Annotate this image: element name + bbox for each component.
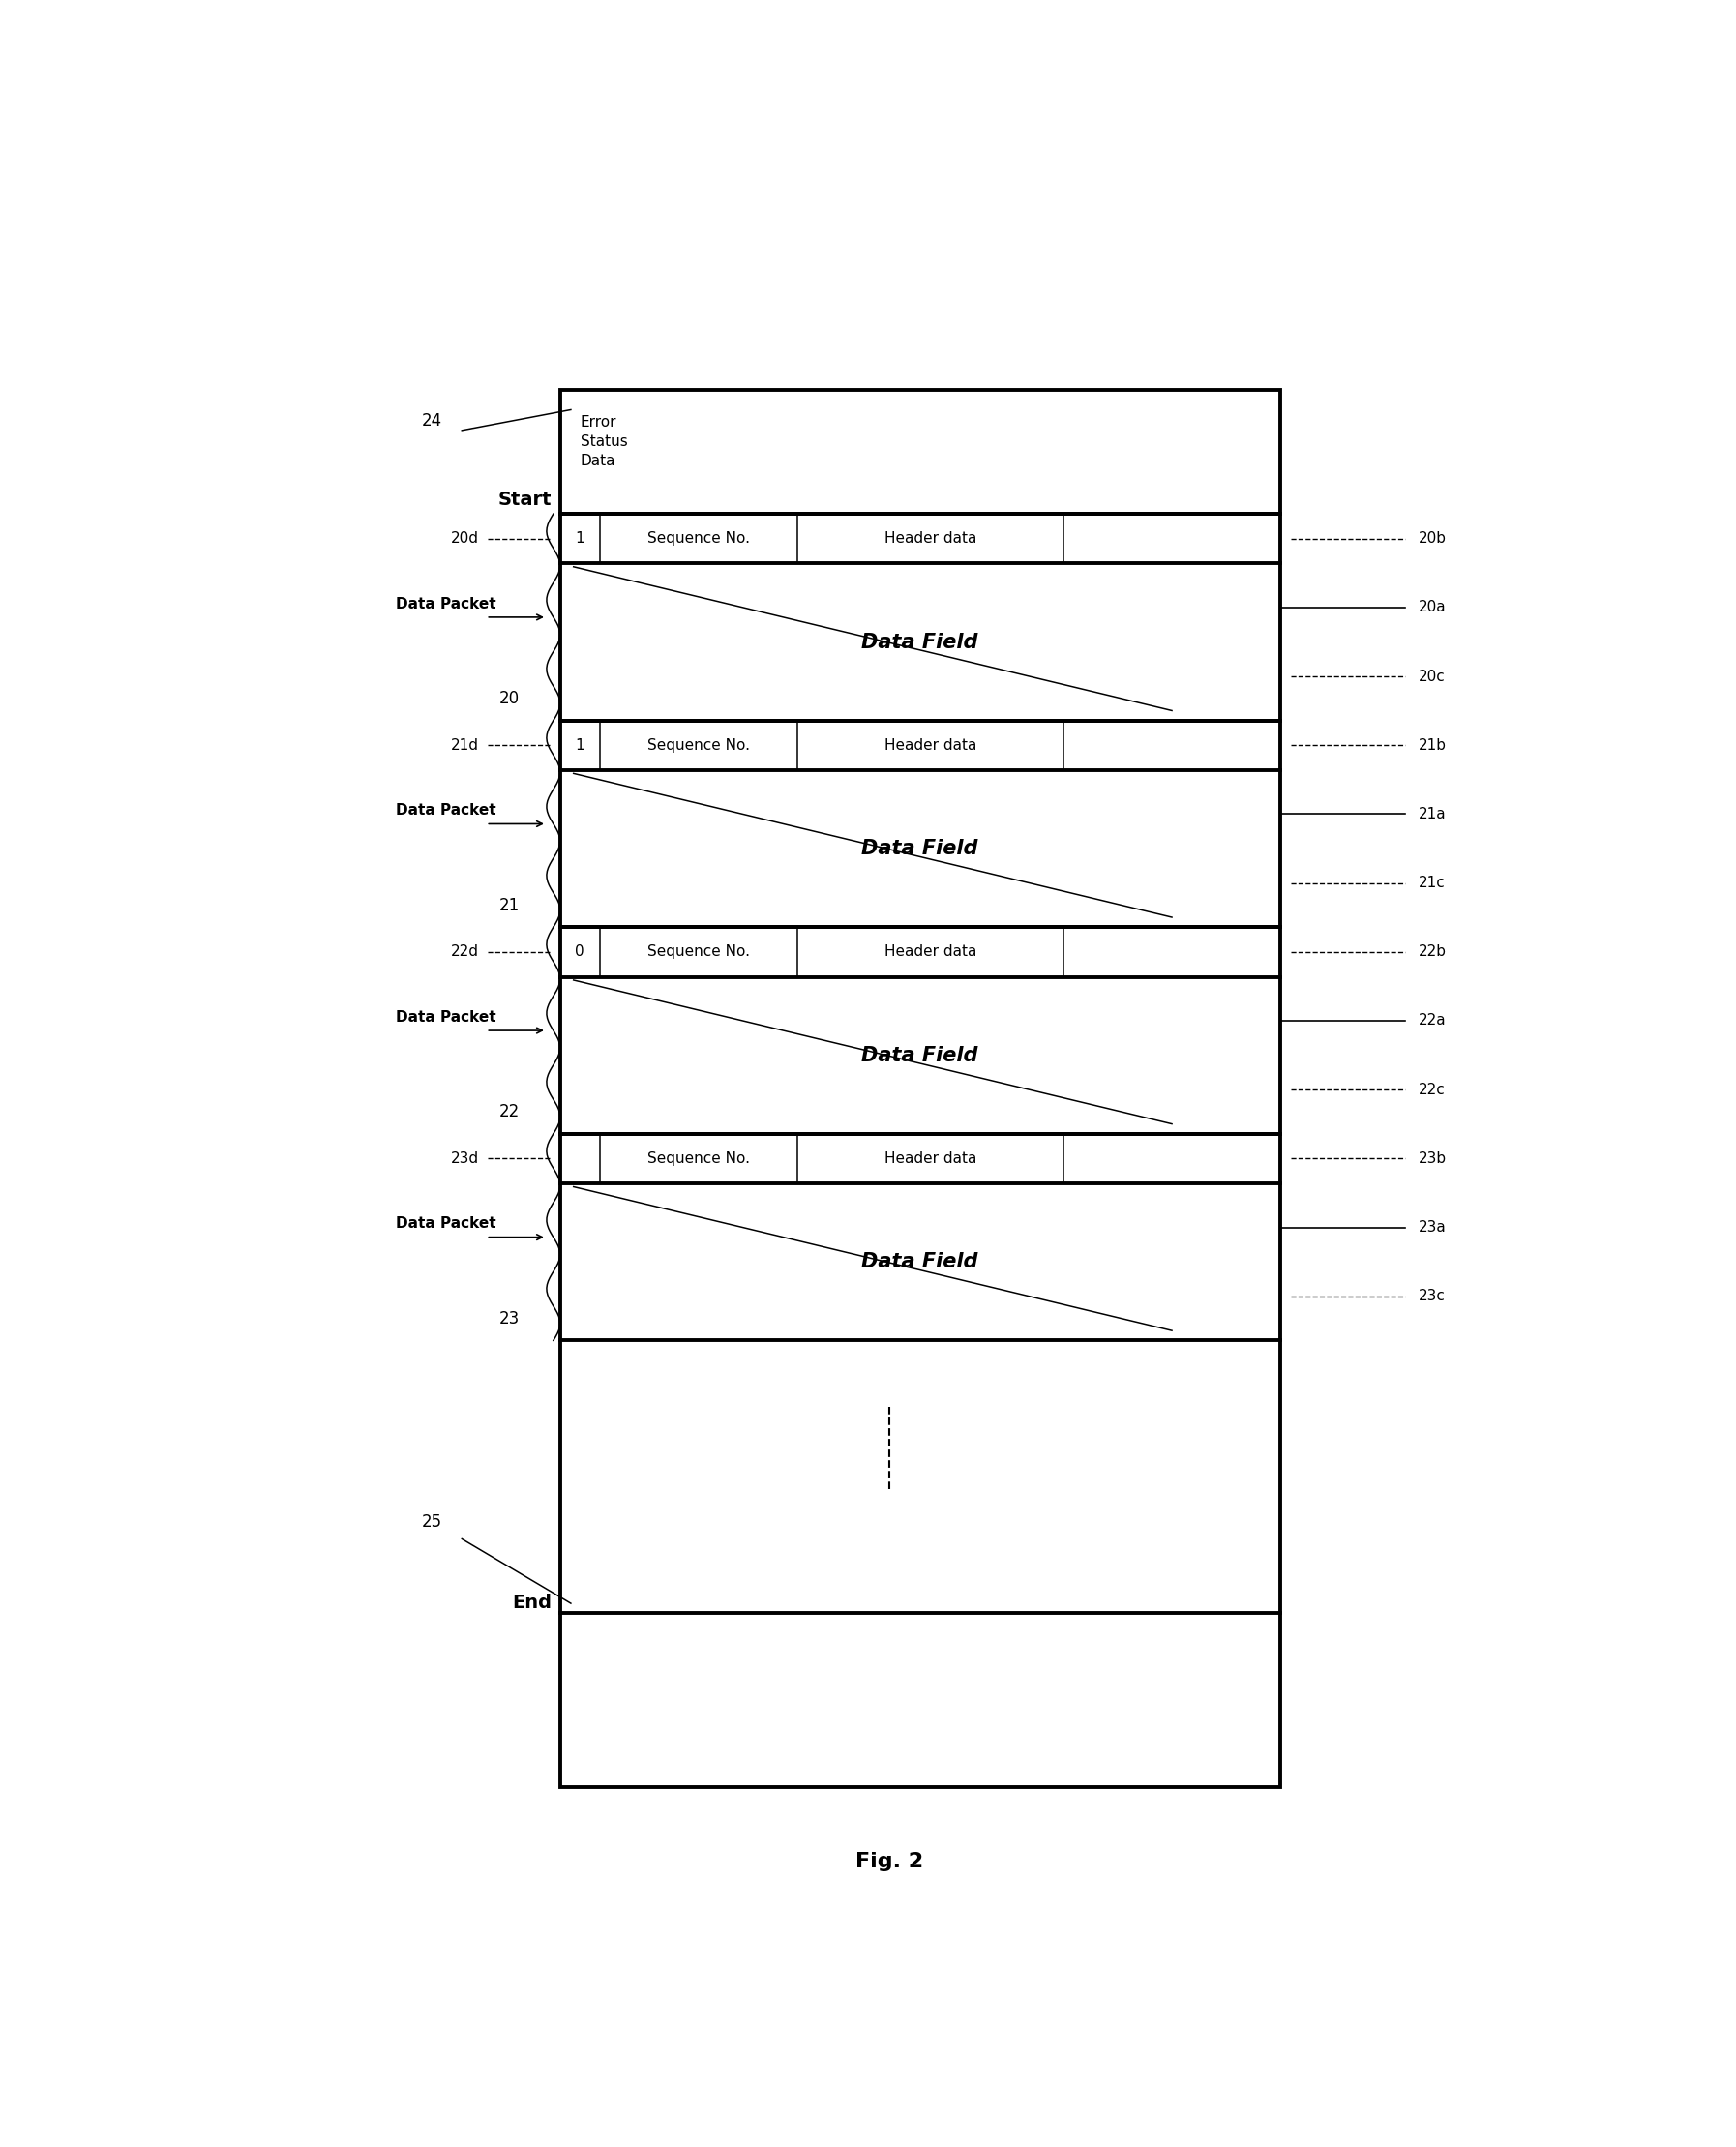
Text: Data Packet: Data Packet [396,597,496,612]
Text: 23d: 23d [451,1151,479,1166]
Text: 21: 21 [498,897,519,915]
Text: Data Packet: Data Packet [396,803,496,818]
Text: 20d: 20d [451,532,479,545]
Text: Error
Status
Data: Error Status Data [580,417,627,468]
Text: 23: 23 [498,1310,519,1327]
Text: 21a: 21a [1418,807,1446,822]
Bar [561,391,1279,1786]
Text: Sequence No.: Sequence No. [648,739,750,754]
Text: Sequence No.: Sequence No. [648,1151,750,1166]
Text: 1: 1 [575,739,585,754]
Text: Data Packet: Data Packet [396,1217,496,1230]
Text: 20a: 20a [1418,601,1446,614]
Text: 23c: 23c [1418,1288,1446,1303]
Text: 25: 25 [422,1514,443,1531]
Text: Data Field: Data Field [861,633,979,653]
Text: Data Field: Data Field [861,839,979,859]
Text: Sequence No.: Sequence No. [648,532,750,545]
Text: 20c: 20c [1418,670,1446,683]
Text: Header data: Header data [885,1151,977,1166]
Text: Fig. 2: Fig. 2 [856,1851,924,1870]
Text: End: End [512,1593,552,1612]
Text: Header data: Header data [885,739,977,754]
Text: Header data: Header data [885,532,977,545]
Text: Data Field: Data Field [861,1046,979,1065]
Text: 1: 1 [575,532,585,545]
Text: 21c: 21c [1418,876,1446,891]
Text: Data Packet: Data Packet [396,1009,496,1024]
Text: Header data: Header data [885,945,977,960]
Text: 20: 20 [498,689,519,706]
Text: 22a: 22a [1418,1013,1446,1028]
Text: Start: Start [498,490,552,509]
Text: 0: 0 [575,945,585,960]
Text: 23a: 23a [1418,1219,1446,1235]
Text: 22b: 22b [1418,945,1446,960]
Text: 20b: 20b [1418,532,1446,545]
Text: 22c: 22c [1418,1082,1446,1097]
Text: 21d: 21d [451,739,479,754]
Text: 21b: 21b [1418,739,1446,754]
Text: Data Field: Data Field [861,1252,979,1271]
Text: 24: 24 [422,412,443,429]
Text: 23b: 23b [1418,1151,1446,1166]
Text: 22: 22 [498,1104,519,1121]
Text: Sequence No.: Sequence No. [648,945,750,960]
Text: 22d: 22d [451,945,479,960]
